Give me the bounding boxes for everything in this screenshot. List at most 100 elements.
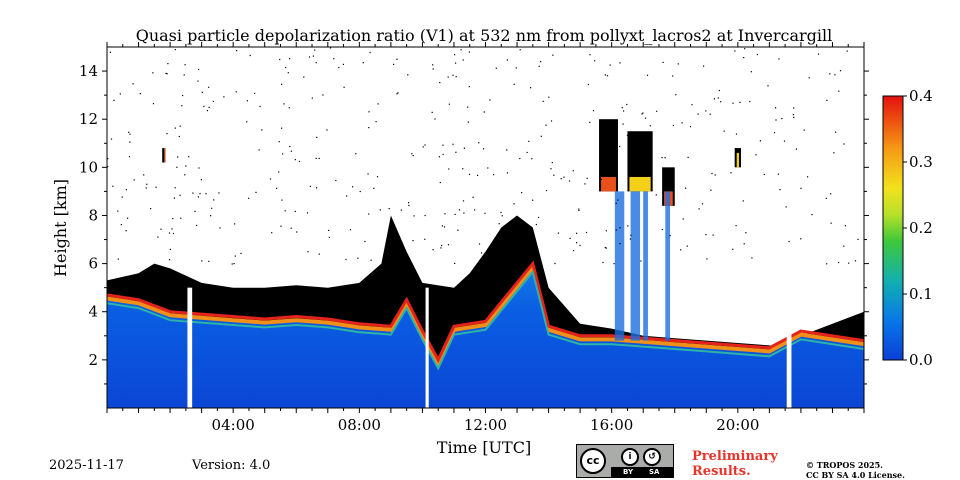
noise-speck (513, 83, 515, 85)
noise-speck (627, 225, 629, 227)
noise-speck (720, 101, 722, 103)
noise-speck (367, 173, 369, 175)
layer-top-teal-band (107, 269, 864, 371)
noise-speck (355, 153, 357, 155)
noise-speck (308, 56, 311, 58)
noise-speck (346, 195, 348, 197)
noise-speck (152, 72, 154, 74)
noise-speck (212, 100, 214, 102)
noise-speck (781, 118, 783, 120)
noise-speck (125, 189, 127, 191)
noise-speck (792, 114, 794, 116)
noise-speck (467, 106, 469, 108)
noise-speck (393, 63, 395, 65)
noise-speck (143, 174, 145, 176)
noise-speck (169, 248, 171, 250)
noise-speck (203, 105, 205, 107)
noise-speck (408, 202, 410, 204)
noise-speck (278, 141, 280, 143)
noise-speck (448, 103, 450, 105)
noise-speck (672, 75, 674, 77)
noise-speck (454, 213, 456, 215)
y-tick-label: 4 (88, 303, 98, 321)
noise-speck (289, 145, 291, 148)
noise-speck (515, 67, 517, 69)
noise-speck (290, 150, 292, 152)
noise-speck (438, 156, 440, 158)
noise-speck (718, 89, 720, 92)
noise-speck (585, 231, 588, 234)
noise-speck (280, 225, 282, 227)
noise-speck (411, 153, 413, 155)
noise-speck (785, 206, 787, 208)
noise-speck (516, 252, 518, 254)
noise-speck (132, 83, 134, 85)
noise-speck (626, 134, 628, 136)
noise-speck (474, 209, 476, 211)
noise-speck (258, 149, 260, 151)
noise-speck (412, 240, 414, 242)
noise-speck (364, 240, 366, 243)
layer-top-red-band (107, 260, 864, 364)
noise-speck (630, 234, 632, 236)
noise-speck (763, 173, 765, 176)
noise-speck (396, 58, 398, 60)
noise-speck (183, 74, 185, 76)
noise-speck (706, 258, 708, 260)
noise-speck (681, 122, 683, 124)
y-axis-label: Height [km] (51, 179, 70, 277)
noise-speck (455, 76, 457, 78)
noise-speck (551, 162, 553, 164)
noise-speck (483, 111, 485, 113)
cirrus-cluster (599, 119, 618, 192)
noise-speck (172, 232, 175, 235)
noise-speck (568, 180, 571, 182)
noise-speck (617, 199, 619, 201)
noise-speck (236, 50, 238, 52)
noise-speck (807, 176, 809, 178)
noise-speck (166, 133, 168, 135)
noise-speck (208, 86, 210, 88)
noise-speck (552, 54, 554, 56)
noise-speck (171, 228, 173, 230)
noise-speck (281, 83, 283, 85)
noise-speck (572, 250, 575, 252)
cirrus-base-band (736, 152, 739, 168)
noise-speck (146, 183, 148, 185)
noise-speck (185, 165, 187, 167)
fall-streak (643, 191, 648, 341)
noise-speck (198, 68, 200, 71)
noise-speck (756, 53, 758, 56)
noise-speck (211, 207, 213, 209)
noise-speck (231, 263, 233, 265)
noise-speck (447, 76, 449, 78)
noise-speck (623, 110, 625, 112)
copyright-notice: © TROPOS 2025. CC BY SA 4.0 License. (806, 460, 905, 480)
noise-speck (594, 60, 596, 62)
noise-speck (454, 54, 456, 56)
noise-speck (703, 65, 705, 67)
noise-speck (117, 258, 119, 260)
noise-speck (174, 187, 176, 189)
noise-speck (234, 255, 236, 257)
cirrus-base-band (601, 176, 616, 192)
noise-speck (394, 244, 396, 246)
no-data-gap (786, 287, 792, 408)
noise-speck (174, 49, 176, 51)
noise-speck (182, 94, 184, 97)
noise-speck (205, 193, 207, 195)
noise-speck (133, 179, 135, 181)
noise-speck (121, 196, 123, 198)
noise-speck (662, 61, 664, 63)
noise-speck (463, 147, 465, 149)
noise-speck (661, 228, 663, 231)
noise-speck (642, 112, 644, 114)
noise-speck (177, 156, 179, 158)
noise-speck (744, 48, 746, 50)
noise-speck (685, 187, 687, 189)
noise-speck (560, 178, 562, 180)
noise-speck (709, 113, 711, 115)
noise-speck (329, 47, 332, 49)
noise-speck (843, 143, 845, 145)
noise-speck (640, 260, 642, 262)
